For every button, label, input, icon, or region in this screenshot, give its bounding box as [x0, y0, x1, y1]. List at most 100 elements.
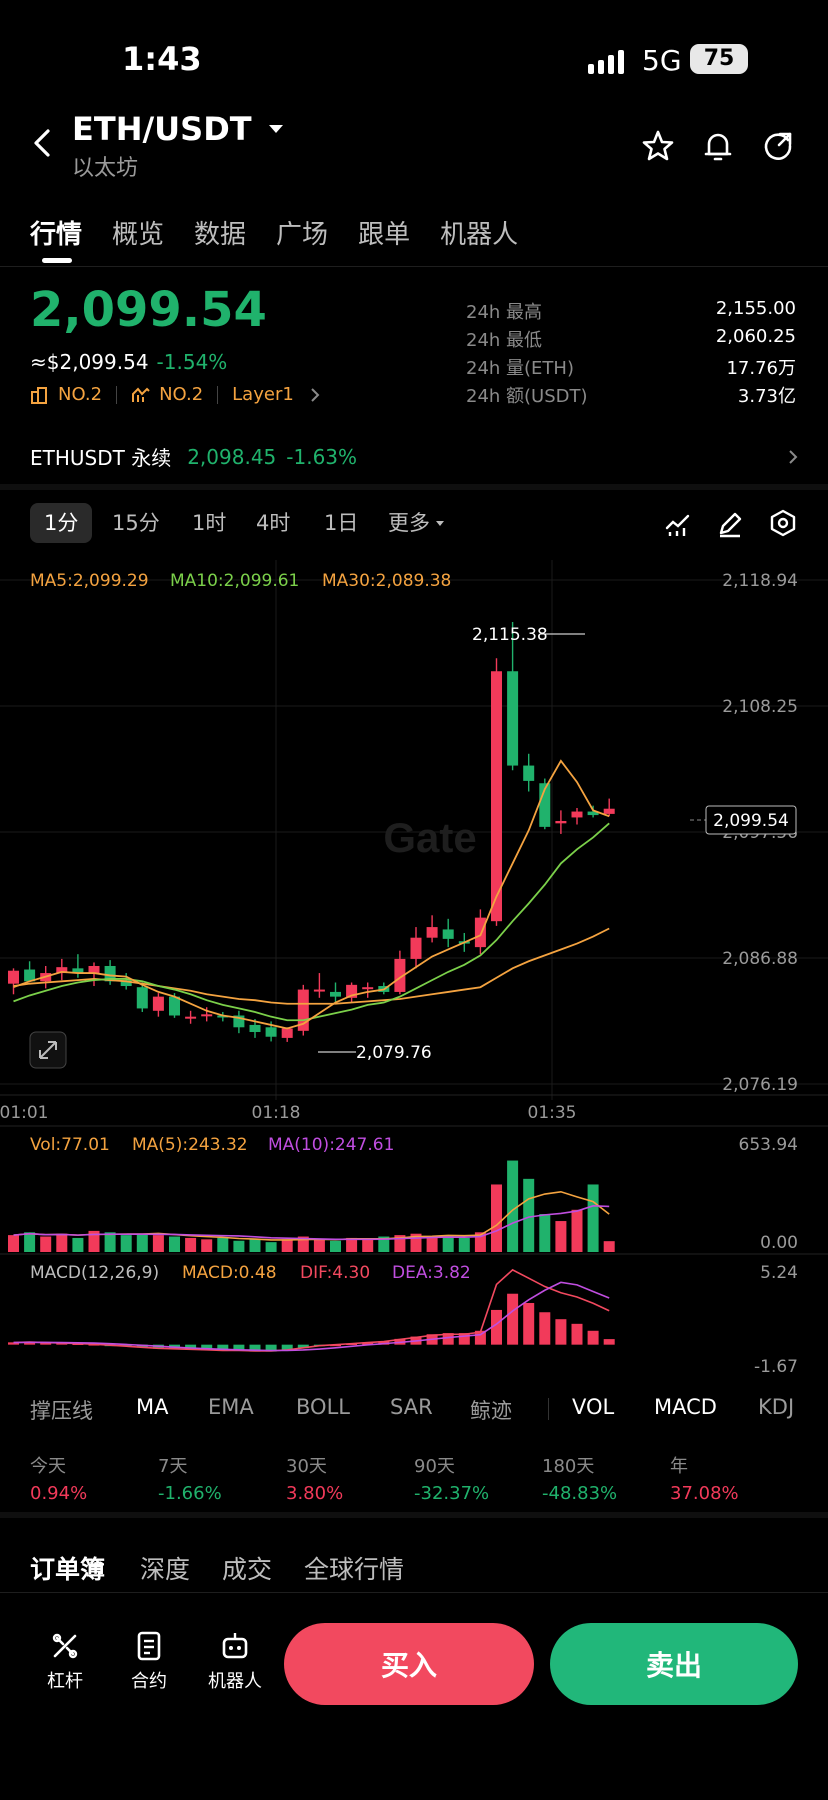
- caret-down-icon: [436, 521, 444, 526]
- perpetual-row[interactable]: ETHUSDT 永续 2,098.45 -1.63%: [30, 442, 800, 471]
- buy-button[interactable]: 买入: [284, 1623, 534, 1705]
- candle: [555, 820, 567, 824]
- macd-bar: [297, 1344, 309, 1349]
- status-time: 1:43: [122, 40, 202, 78]
- tab-copy-trade[interactable]: 跟单: [358, 219, 411, 250]
- tab-orderbook[interactable]: 订单簿: [30, 1555, 106, 1584]
- perf-value: -1.66%: [158, 1483, 222, 1504]
- rank-market-cap[interactable]: NO.2: [58, 384, 103, 405]
- kline-chart[interactable]: Gate MA5:2,099.29 MA10:2,099.61 MA30:2,0…: [0, 560, 828, 1380]
- perf-label: 年: [670, 1456, 688, 1477]
- indicator-kdj[interactable]: KDJ: [758, 1395, 795, 1419]
- indicator-icon[interactable]: [664, 510, 692, 538]
- candle: [297, 989, 309, 1031]
- contract-icon: [137, 1631, 161, 1661]
- timeframe-1d[interactable]: 1日: [324, 511, 359, 535]
- timeframe-1h[interactable]: 1时: [192, 511, 227, 535]
- candle: [491, 671, 502, 922]
- contract-button[interactable]: 合约: [114, 1630, 184, 1693]
- contract-label: 合约: [131, 1671, 167, 1692]
- chevron-right-icon: [789, 449, 798, 464]
- robot-button[interactable]: 机器人: [198, 1630, 272, 1693]
- pair-selector[interactable]: ETH/USDT: [72, 110, 286, 148]
- macd-bar: [458, 1333, 470, 1345]
- candle: [201, 1014, 213, 1017]
- indicator-vol[interactable]: VOL: [572, 1395, 615, 1419]
- chart-grid: [0, 560, 828, 1255]
- perpetual-price: 2,098.45: [187, 444, 277, 469]
- caret-down-icon: [268, 125, 283, 133]
- perf-value: 0.94%: [30, 1483, 88, 1504]
- share-refresh-icon[interactable]: [760, 128, 796, 164]
- volume-bar: [313, 1239, 325, 1252]
- timeframe-more[interactable]: 更多: [388, 503, 446, 543]
- sector-tag[interactable]: Layer1: [232, 384, 294, 405]
- chevron-right-icon[interactable]: [308, 386, 322, 404]
- back-arrow-icon[interactable]: [28, 128, 58, 158]
- perpetual-change: -1.63%: [286, 444, 358, 469]
- y-tick: 2,086.88: [722, 949, 798, 969]
- candle: [603, 808, 615, 814]
- candle: [120, 980, 132, 987]
- tab-depth[interactable]: 深度: [140, 1555, 191, 1584]
- macd-bar: [474, 1330, 486, 1345]
- indicator-boll[interactable]: BOLL: [296, 1395, 350, 1419]
- tab-robot[interactable]: 机器人: [440, 219, 519, 250]
- star-icon[interactable]: [640, 128, 676, 164]
- pencil-icon[interactable]: [716, 510, 744, 538]
- leverage-button[interactable]: 杠杆: [30, 1630, 100, 1693]
- macd-bar: [136, 1344, 148, 1348]
- bell-icon[interactable]: [700, 128, 736, 164]
- macd-bar: [442, 1333, 454, 1345]
- macd-bar: [555, 1319, 567, 1345]
- macd-label: MACD(12,26,9): [30, 1263, 159, 1283]
- timeframe-4h[interactable]: 4时: [256, 511, 291, 535]
- perf-label: 180天: [542, 1456, 595, 1477]
- tab-square[interactable]: 广场: [276, 219, 329, 250]
- volume-bar: [56, 1233, 68, 1252]
- y-tick: 2,118.94: [722, 571, 798, 591]
- tab-market[interactable]: 行情: [30, 219, 83, 250]
- indicator-support[interactable]: 撑压线: [30, 1399, 93, 1423]
- indicator-ma[interactable]: MA: [136, 1395, 169, 1419]
- macd-bar: [281, 1344, 293, 1351]
- candle: [72, 968, 84, 974]
- section-gap: [0, 484, 828, 490]
- rank-volume[interactable]: NO.2: [159, 384, 204, 405]
- volume-bar: [233, 1240, 245, 1252]
- indicator-sar[interactable]: SAR: [390, 1395, 433, 1419]
- tab-overview[interactable]: 概览: [112, 219, 165, 250]
- candle: [152, 996, 164, 1011]
- volume-bar: [474, 1232, 486, 1252]
- settings-hex-icon[interactable]: [768, 508, 798, 538]
- indicator-macd[interactable]: MACD: [654, 1395, 717, 1419]
- tab-data[interactable]: 数据: [194, 219, 247, 250]
- perf-value: -48.83%: [542, 1483, 618, 1504]
- tab-global-market[interactable]: 全球行情: [304, 1555, 405, 1584]
- candle: [169, 996, 180, 1016]
- candle: [265, 1027, 277, 1037]
- current-price-label: 2,099.54: [713, 811, 789, 831]
- timeframe-15m[interactable]: 15分: [112, 511, 160, 535]
- volume-bar: [410, 1233, 422, 1252]
- price-change: -1.54%: [156, 350, 228, 374]
- macd-bar: [571, 1323, 583, 1345]
- candle: [587, 811, 599, 816]
- indicator-ema[interactable]: EMA: [208, 1395, 254, 1419]
- macd-value: MACD:0.48: [182, 1263, 277, 1283]
- bar-rank-icon: [31, 386, 47, 404]
- robot-label: 机器人: [208, 1671, 262, 1692]
- timeframe-1m[interactable]: 1分: [30, 503, 93, 543]
- volume-bar: [281, 1239, 293, 1252]
- indicator-whale[interactable]: 鲸迹: [470, 1399, 512, 1423]
- candle: [394, 958, 406, 992]
- vol-ma5: MA(5):243.32: [132, 1135, 248, 1155]
- sell-button[interactable]: 卖出: [550, 1623, 798, 1705]
- expand-icon[interactable]: [29, 1031, 67, 1069]
- vol-top: 653.94: [739, 1135, 798, 1155]
- candle: [217, 1015, 229, 1018]
- tab-trades[interactable]: 成交: [222, 1555, 273, 1584]
- volume-bar: [249, 1239, 261, 1252]
- section-gap: [0, 1512, 828, 1518]
- macd-bar: [201, 1344, 213, 1351]
